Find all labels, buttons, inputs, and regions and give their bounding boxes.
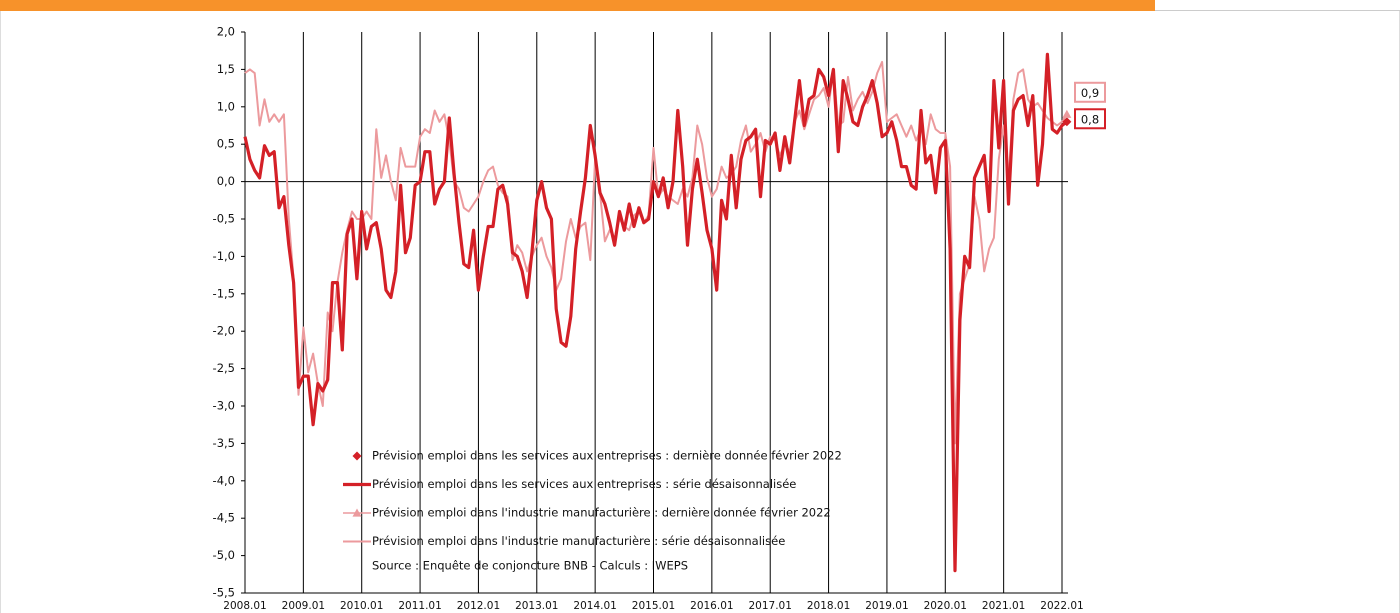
y-tick-label: -2,5 [213, 361, 235, 375]
x-tick-label: 2022.01 [1040, 600, 1083, 612]
legend-label: Prévision emploi dans les services aux e… [372, 477, 796, 491]
y-tick-label: -3,0 [213, 399, 235, 413]
x-tick-label: 2021.01 [982, 600, 1025, 612]
y-tick-label: 2,0 [217, 25, 235, 39]
legend-label: Prévision emploi dans les services aux e… [372, 449, 842, 463]
value-label-box [1074, 108, 1106, 130]
x-tick-label: 2008.01 [223, 600, 266, 612]
x-tick-label: 2014.01 [573, 600, 616, 612]
last-point-triangle [352, 508, 362, 517]
value-label-box [1074, 81, 1106, 103]
y-tick-label: -2,0 [213, 324, 235, 338]
y-tick-label: -5,0 [213, 548, 235, 562]
x-tick-label: 2009.01 [282, 600, 325, 612]
y-tick-label: -0,5 [213, 212, 235, 226]
series-line [243, 52, 1068, 573]
y-tick-label: -3,5 [213, 436, 235, 450]
x-tick-label: 2013.01 [515, 600, 558, 612]
x-tick-label: 2019.01 [865, 600, 908, 612]
y-tick-label: 1,0 [217, 99, 235, 113]
legend-label: Prévision emploi dans l'industrie manufa… [372, 534, 785, 548]
y-tick-label: -5,5 [213, 586, 235, 600]
y-tick-label: -1,5 [213, 286, 235, 300]
last-point-diamond [352, 451, 362, 461]
y-tick-label: 1,5 [217, 62, 235, 76]
y-tick-label: 0,0 [217, 174, 235, 188]
value-label: 0,9 [1081, 86, 1099, 100]
x-tick-label: 2018.01 [807, 600, 850, 612]
y-tick-label: -1,0 [213, 249, 235, 263]
last-point-diamond [1062, 117, 1072, 127]
x-tick-label: 2015.01 [632, 600, 675, 612]
value-label: 0,8 [1081, 112, 1099, 126]
legend-label: Prévision emploi dans l'industrie manufa… [372, 506, 831, 520]
y-tick-label: 0,5 [217, 137, 235, 151]
header-bar [0, 0, 1155, 11]
x-tick-label: 2012.01 [457, 600, 500, 612]
source: Source : Enquête de conjoncture BNB - Ca… [372, 559, 688, 573]
y-tick-label: -4,0 [213, 473, 235, 487]
y-tick-label: -4,5 [213, 511, 235, 525]
x-tick-label: 2017.01 [749, 600, 792, 612]
last-point-triangle [1062, 109, 1072, 118]
series-line [244, 60, 1068, 445]
x-tick-label: 2010.01 [340, 600, 383, 612]
x-tick-label: 2011.01 [398, 600, 441, 612]
x-tick-label: 2020.01 [924, 600, 967, 612]
x-tick-label: 2016.01 [690, 600, 733, 612]
